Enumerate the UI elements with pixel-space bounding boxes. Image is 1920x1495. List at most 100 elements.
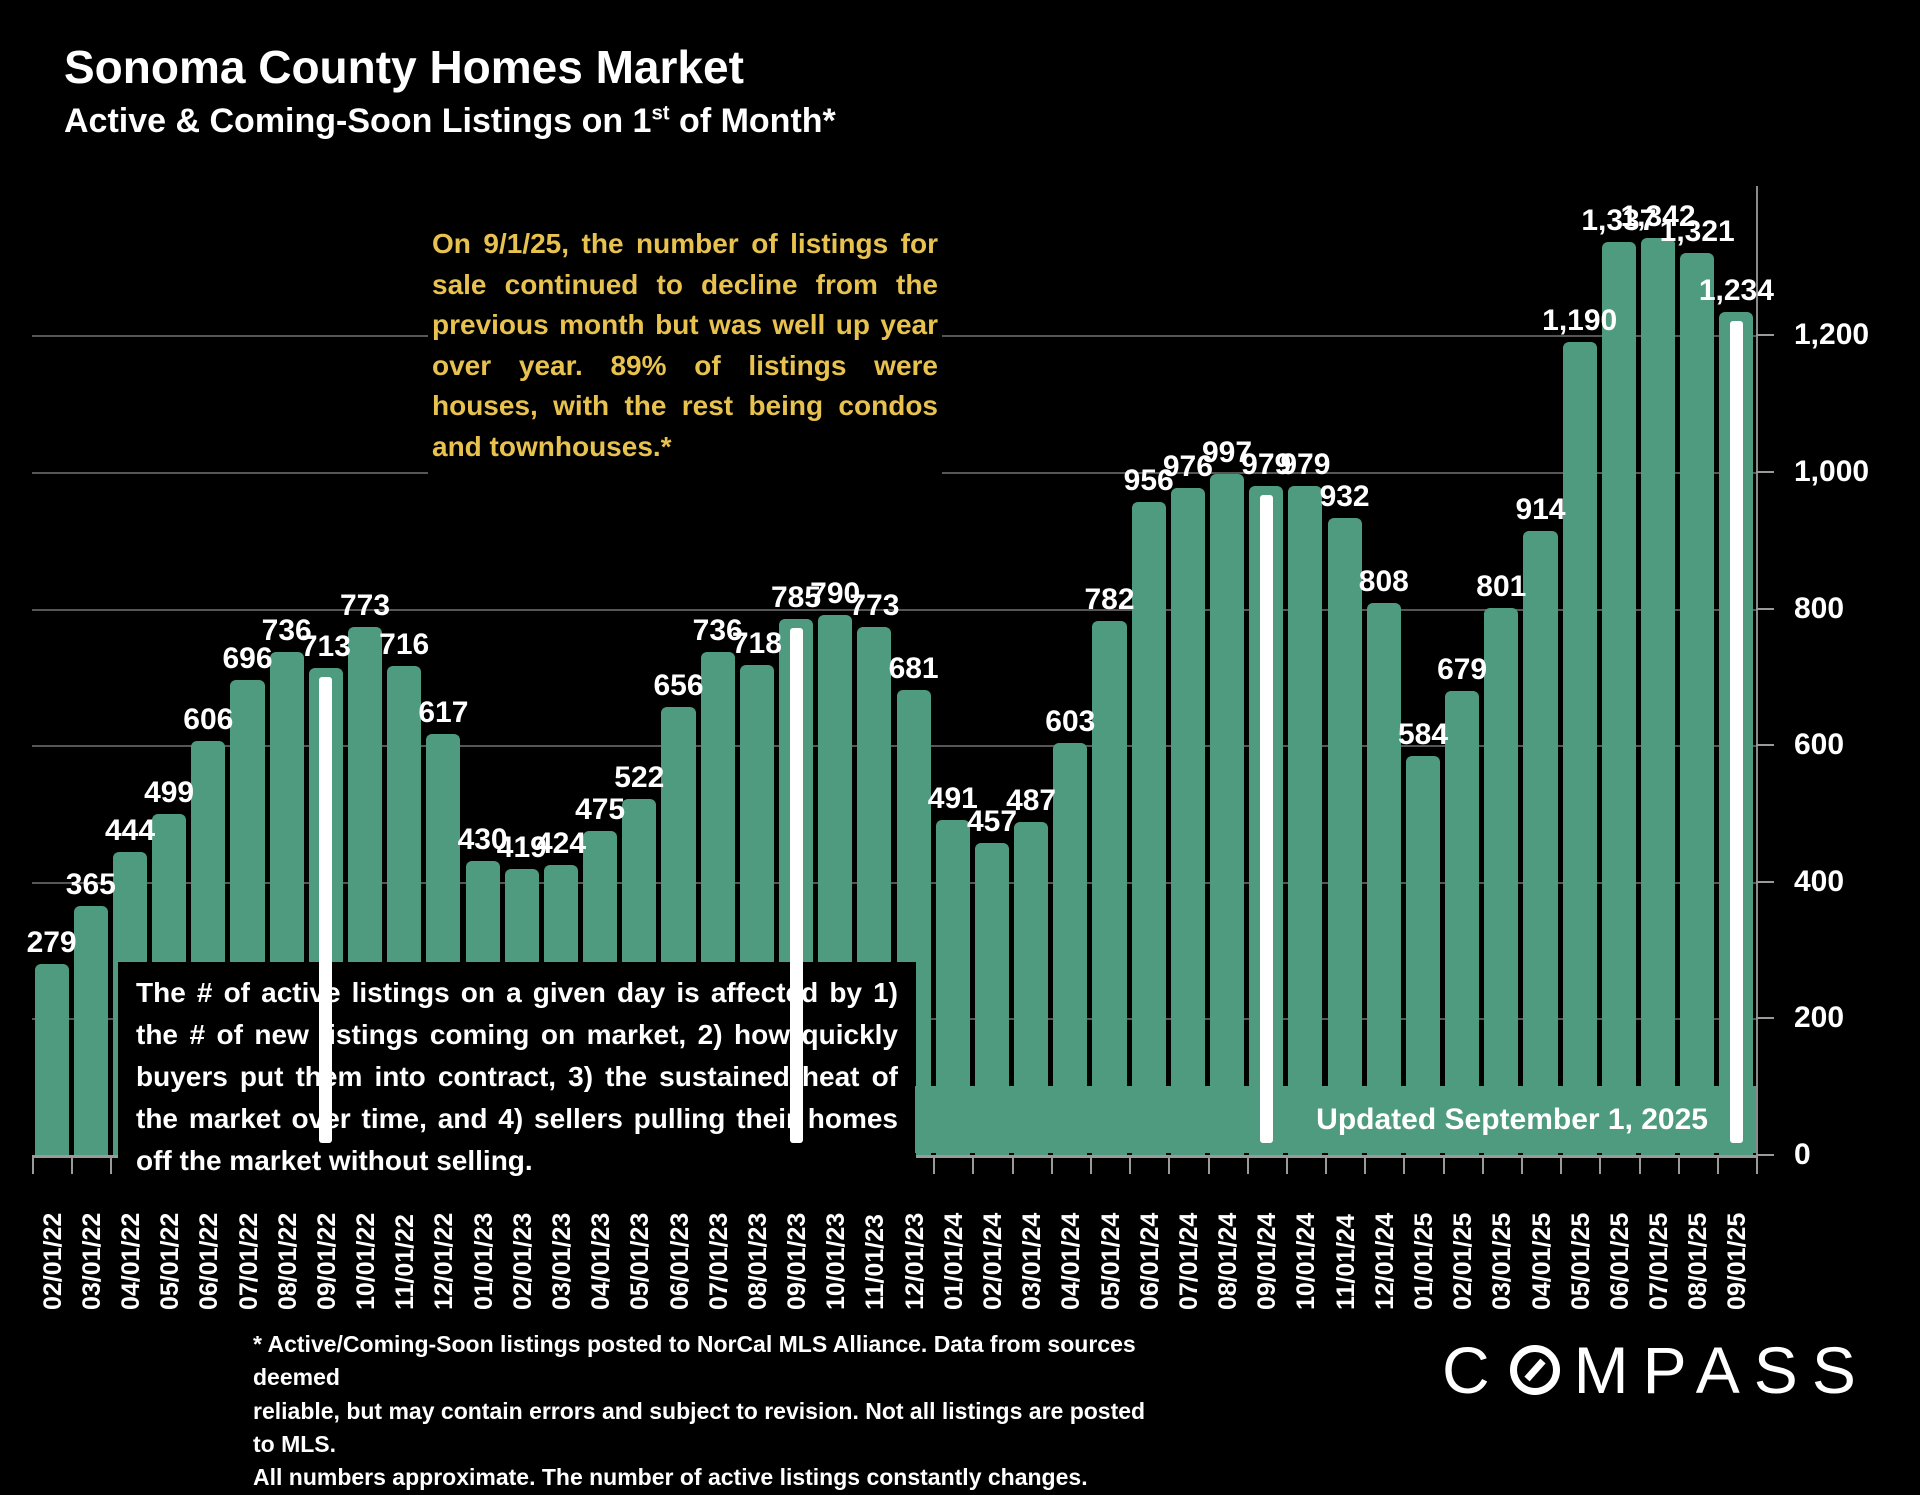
x-axis-label: 06/01/22 (195, 1212, 224, 1310)
bar-value-label: 681 (888, 651, 939, 685)
x-axis-label: 06/01/23 (665, 1212, 694, 1310)
compass-logo-text-c: C (1442, 1333, 1504, 1407)
x-axis-label: 11/01/24 (1331, 1214, 1360, 1310)
page-subtitle: Active & Coming-Soon Listings on 1st of … (64, 102, 836, 141)
bar-value-label: 718 (731, 626, 782, 660)
bar-value-label: 801 (1476, 569, 1527, 603)
bar-03-01-25 (1484, 607, 1519, 1155)
y-axis-label: 800 (1794, 591, 1845, 625)
x-axis-tick (110, 1158, 113, 1174)
explainer-note: The # of active listings on a given day … (118, 962, 916, 1192)
bar-value-label: 782 (1084, 582, 1135, 616)
x-axis-tick (1716, 1158, 1719, 1174)
bar-02-01-25 (1445, 691, 1480, 1155)
x-axis-label: 03/01/23 (548, 1212, 576, 1310)
x-axis-label: 05/01/23 (626, 1212, 655, 1310)
bar-value-label: 522 (614, 760, 665, 794)
y-axis-label: 0 (1794, 1138, 1811, 1171)
highlight-note: On 9/1/25, the number of listings for sa… (428, 218, 942, 474)
x-axis-label: 03/01/22 (77, 1212, 106, 1310)
x-axis-label: 04/01/25 (1527, 1212, 1556, 1310)
x-axis-tick (1520, 1158, 1523, 1174)
bar-value-label: 475 (575, 792, 626, 826)
bar-value-label: 679 (1437, 653, 1488, 687)
bar-value-label: 773 (849, 589, 900, 622)
x-axis-label: 09/01/23 (783, 1212, 811, 1310)
x-axis-label: 04/01/22 (117, 1212, 145, 1310)
bar-06-01-24 (1131, 502, 1166, 1155)
bar-value-label: 444 (104, 813, 156, 847)
bar-value-label: 808 (1358, 565, 1409, 599)
x-axis-label: 08/01/22 (273, 1212, 302, 1310)
x-axis-label: 09/01/22 (312, 1212, 341, 1310)
september-marker-stripe (1259, 495, 1273, 1143)
x-axis-label: 09/01/25 (1723, 1212, 1752, 1310)
bar-value-label: 932 (1319, 480, 1370, 514)
x-axis-label: 07/01/22 (234, 1212, 263, 1310)
bar-value-label: 696 (222, 641, 273, 675)
subtitle-superscript: st (651, 102, 670, 125)
bar-value-label: 424 (535, 827, 587, 861)
bar-value-label: 716 (379, 628, 430, 661)
bar-08-01-24 (1210, 474, 1245, 1155)
x-axis-label: 05/01/25 (1566, 1212, 1595, 1310)
bar-value-label: 997 (1201, 436, 1253, 469)
x-axis-label: 01/01/24 (939, 1212, 968, 1310)
september-marker-stripe (1729, 321, 1743, 1143)
bar-value-label: 736 (692, 614, 743, 648)
september-marker-stripe (319, 677, 333, 1143)
bar-07-01-25 (1641, 238, 1676, 1155)
y-axis-tick (1756, 1017, 1774, 1020)
x-axis-label: 06/01/24 (1135, 1212, 1164, 1310)
bar-07-01-24 (1170, 488, 1205, 1155)
y-axis-tick (1756, 471, 1774, 473)
x-axis-tick (1756, 1158, 1758, 1174)
bar-value-label: 979 (1280, 448, 1331, 482)
x-axis-label: 10/01/24 (1292, 1212, 1321, 1310)
x-axis-label: 02/01/25 (1449, 1212, 1478, 1310)
x-axis-label: 10/01/22 (352, 1212, 380, 1310)
bar-value-label: 1,321 (1659, 214, 1735, 248)
x-axis-tick (1285, 1158, 1288, 1174)
gridline-600 (32, 745, 1756, 748)
x-axis-label: 02/01/24 (979, 1212, 1007, 1310)
y-axis-label: 1,200 (1794, 318, 1870, 352)
x-axis-label: 03/01/24 (1018, 1212, 1047, 1310)
x-axis-label: 12/01/24 (1370, 1212, 1399, 1310)
september-marker-stripe (789, 627, 803, 1143)
compass-logo: C MPASS (1442, 1332, 1870, 1408)
bar-value-label: 457 (966, 804, 1018, 838)
x-axis-tick (1246, 1158, 1249, 1174)
x-axis-label: 07/01/25 (1645, 1212, 1673, 1310)
x-axis-label: 03/01/25 (1488, 1212, 1517, 1310)
x-axis-tick (1129, 1158, 1132, 1174)
bar-value-label: 279 (26, 926, 77, 960)
y-axis-tick (1756, 1154, 1774, 1156)
x-axis-tick (1638, 1158, 1641, 1174)
bar-03-01-22 (73, 905, 108, 1155)
bar-value-label: 603 (1045, 705, 1096, 739)
bar-06-01-25 (1601, 241, 1636, 1155)
bar-05-01-24 (1092, 620, 1127, 1155)
compass-logo-text-mpass: MPASS (1573, 1333, 1870, 1407)
compass-needle-icon (1509, 1345, 1560, 1395)
x-axis-tick (1089, 1158, 1092, 1174)
x-axis-label: 07/01/24 (1174, 1212, 1203, 1310)
x-axis-tick (1050, 1158, 1053, 1174)
x-axis-label: 05/01/24 (1096, 1212, 1125, 1310)
x-axis-tick (1677, 1158, 1680, 1174)
x-axis-label: 08/01/25 (1684, 1212, 1713, 1310)
x-axis-label: 04/01/24 (1057, 1212, 1086, 1310)
bar-value-label: 914 (1515, 492, 1566, 526)
x-axis-tick (1168, 1158, 1171, 1174)
x-axis-label: 10/01/23 (822, 1212, 851, 1310)
slide: Sonoma County Homes Market Active & Comi… (26, 41, 1870, 1491)
bar-value-label: 584 (1397, 718, 1449, 752)
bar-value-label: 491 (927, 781, 978, 815)
bar-value-label: 1,190 (1542, 304, 1618, 338)
bar-02-01-22 (34, 964, 69, 1155)
x-axis-label: 02/01/22 (38, 1212, 67, 1310)
bar-value-label: 956 (1123, 464, 1174, 498)
bar-value-label: 499 (144, 776, 195, 810)
x-axis-tick (1325, 1158, 1327, 1174)
